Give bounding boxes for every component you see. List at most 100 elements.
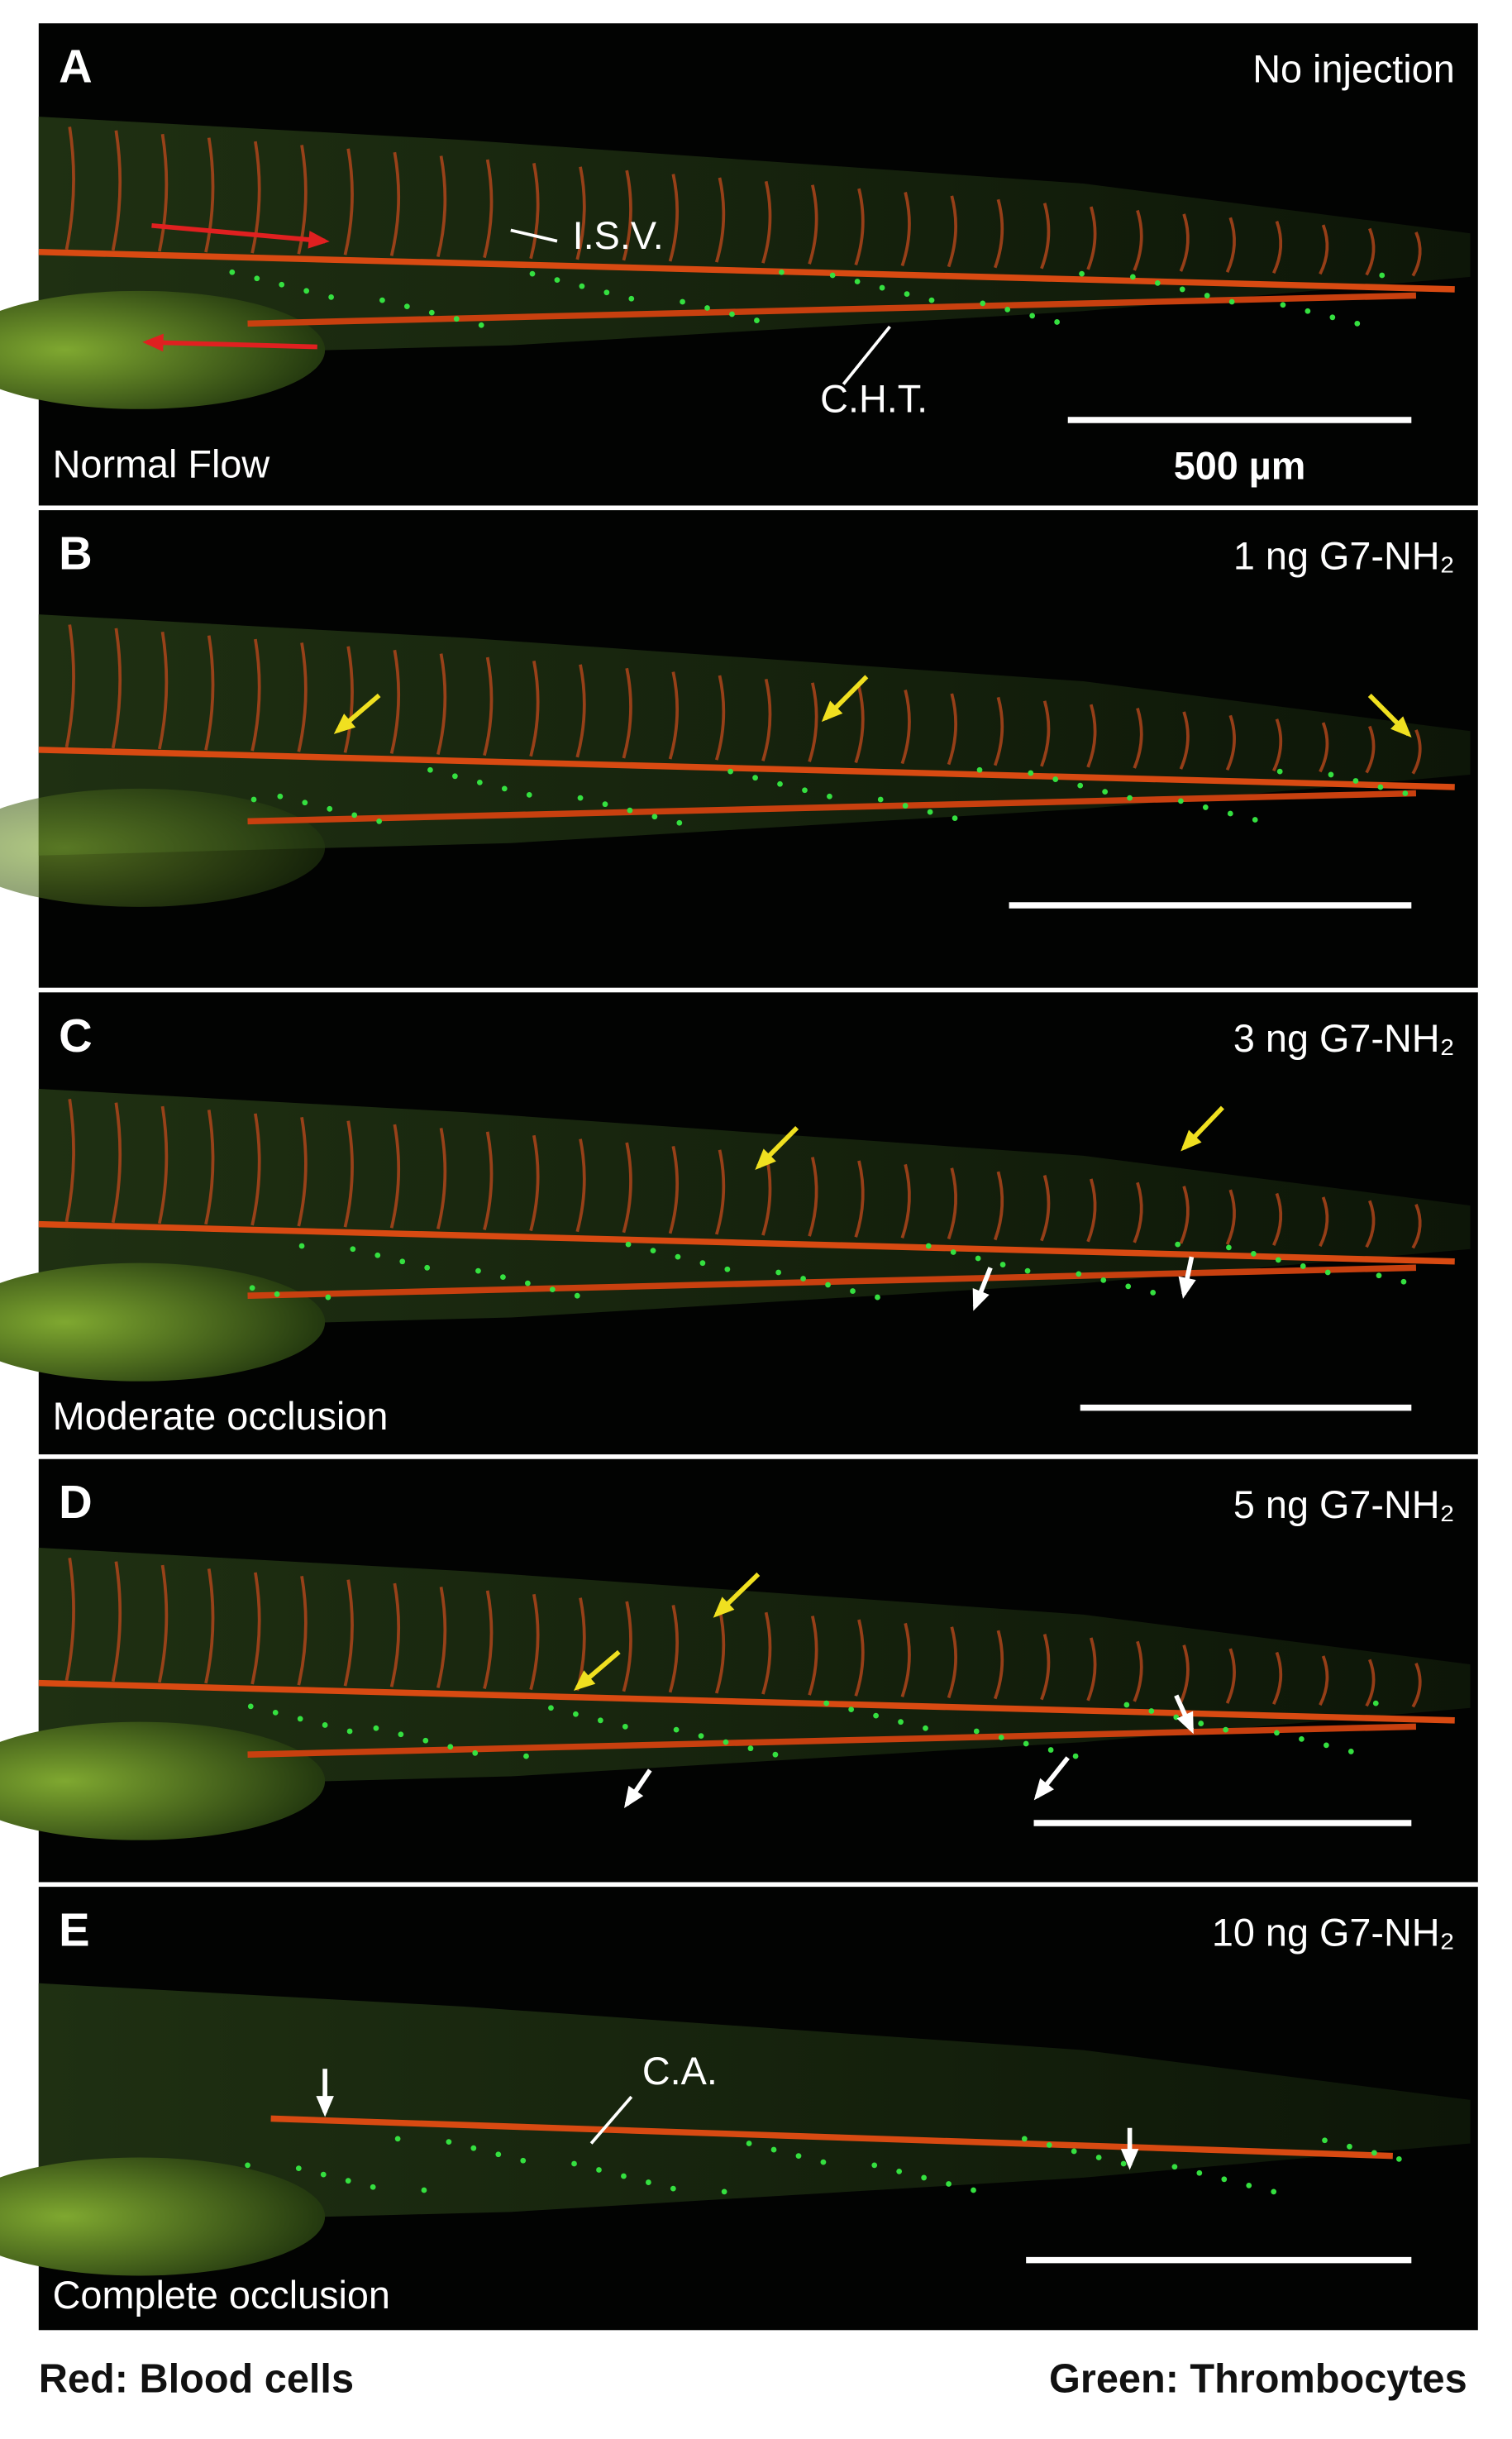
isv (111, 628, 122, 749)
condition: No injection (1252, 48, 1454, 91)
isv (1365, 227, 1376, 276)
thrombocyte (1154, 280, 1161, 286)
thrombocyte (925, 1243, 932, 1249)
thrombocyte (850, 1288, 856, 1294)
thrombocyte (1305, 308, 1311, 314)
isv (1040, 700, 1051, 767)
isv (157, 1105, 169, 1224)
isv (761, 678, 772, 761)
thrombocyte (453, 316, 460, 322)
isv (1133, 1640, 1143, 1702)
thrombocyte (1226, 1244, 1232, 1251)
isv (389, 649, 401, 754)
isv (1225, 1189, 1236, 1245)
thrombocyte (376, 818, 383, 824)
thrombocyte (447, 1744, 454, 1750)
isv (204, 137, 215, 253)
caudal-vein (247, 1264, 1417, 1299)
thrombocyte (829, 272, 836, 279)
thrombocyte (921, 2174, 927, 2181)
isv (854, 1619, 865, 1697)
isv (529, 1134, 540, 1232)
thrombocyte (825, 1282, 831, 1288)
panel-letter: C (59, 1009, 93, 1062)
thrombocyte (277, 793, 284, 799)
thrombocyte (254, 275, 260, 282)
thrombocyte (747, 1745, 754, 1752)
isv (808, 1616, 818, 1696)
thrombocyte (1004, 307, 1011, 313)
thrombocyte (279, 281, 285, 288)
isv (622, 667, 632, 759)
thrombocyte (923, 1725, 928, 1731)
panel: C 3 ng G7-NH₂ Moderate occlusion (0, 992, 1478, 1455)
thrombocyte (1372, 1700, 1379, 1706)
isv (622, 1142, 632, 1234)
thrombocyte (596, 2167, 602, 2173)
isv (854, 188, 865, 266)
thrombocyte (374, 1252, 381, 1258)
thrombocyte (802, 787, 808, 794)
thrombocyte (795, 2153, 802, 2159)
thrombocyte (628, 295, 635, 302)
yolk (0, 1721, 326, 1840)
isv (993, 1171, 1004, 1241)
isv (622, 169, 632, 261)
isv (1365, 1200, 1376, 1248)
thrombocyte (303, 288, 310, 294)
condition: 10 ng G7-NH₂ (1212, 1911, 1455, 1954)
caudal-artery (270, 2115, 1393, 2160)
thrombocyte (577, 795, 584, 801)
yellow-arrow-head (821, 700, 843, 723)
thrombocyte (625, 1241, 632, 1248)
panel-letter: D (59, 1476, 93, 1528)
isv (622, 1601, 632, 1692)
yolk (0, 788, 326, 907)
isv (900, 1622, 911, 1697)
thrombocyte (1175, 1241, 1181, 1248)
yellow-arrow-head (333, 714, 356, 734)
thrombocyte (820, 2159, 827, 2165)
isv (389, 1582, 401, 1687)
isv (297, 1116, 308, 1227)
thrombocyte (1223, 1726, 1229, 1733)
thrombocyte (1029, 313, 1036, 319)
isv (64, 1558, 75, 1681)
thrombocyte (475, 1267, 481, 1274)
isv (1319, 224, 1329, 275)
thrombocyte (427, 766, 433, 773)
thrombocyte (500, 1274, 506, 1280)
thrombocyte (603, 289, 610, 296)
isv (1272, 221, 1283, 274)
thrombocyte (999, 1262, 1006, 1267)
isv (808, 184, 818, 265)
thrombocyte (302, 799, 308, 806)
isv (714, 1149, 726, 1235)
thrombocyte (526, 791, 532, 798)
thrombocyte (1079, 270, 1085, 277)
isv (1225, 714, 1236, 771)
thrombocyte (452, 773, 458, 780)
thrombocyte (250, 796, 257, 803)
thrombocyte (902, 803, 909, 809)
thrombocyte (1274, 1730, 1280, 1736)
isv (1272, 1192, 1283, 1246)
thrombocyte (1280, 302, 1286, 308)
isv (668, 1146, 680, 1234)
thrombocyte (574, 1292, 580, 1299)
isv (483, 656, 494, 757)
isv (297, 1575, 308, 1686)
isv (947, 1167, 957, 1240)
thrombocyte (1395, 2155, 1402, 2162)
thrombocyte (1148, 1708, 1155, 1714)
panel: B 1 ng G7-NH₂ (0, 510, 1478, 988)
thrombocyte (1198, 1721, 1204, 1726)
thrombocyte (1129, 274, 1136, 280)
thrombocyte (274, 1291, 280, 1297)
thrombocyte (1071, 2148, 1077, 2155)
white-arrow-head (1178, 1276, 1196, 1299)
white-arrow-head (1033, 1778, 1055, 1801)
thrombocyte (1125, 1283, 1132, 1290)
thrombocyte (952, 815, 958, 821)
